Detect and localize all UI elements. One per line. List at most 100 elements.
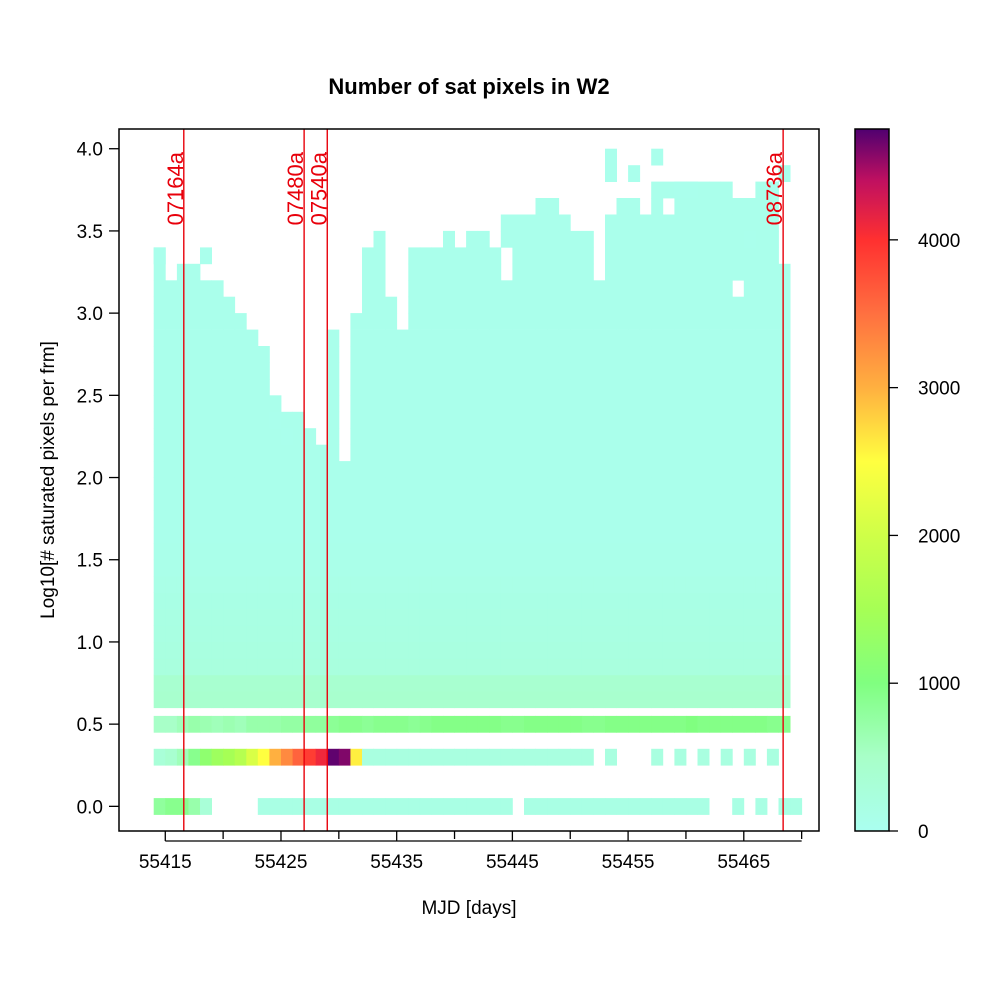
x-tick-label: 55465 [717, 852, 770, 873]
heatmap-cell [489, 576, 502, 593]
heatmap-cell [535, 395, 548, 413]
heatmap-cell [234, 609, 247, 626]
heatmap-cell [327, 395, 340, 413]
heatmap-cell [257, 395, 270, 413]
heatmap-cell [593, 346, 606, 363]
heatmap-cell [466, 428, 479, 445]
heatmap-cell [628, 411, 641, 429]
heatmap-cell [628, 461, 641, 478]
heatmap-cell [570, 526, 583, 544]
heatmap-cell [512, 559, 525, 577]
heatmap-cell [396, 674, 409, 692]
heatmap-cell [570, 798, 583, 815]
heatmap-cell [512, 444, 525, 462]
heatmap-cell [373, 346, 386, 363]
heatmap-cell [709, 609, 722, 626]
heatmap-cell [477, 625, 490, 643]
heatmap-cell [628, 313, 641, 330]
heatmap-cell [524, 444, 536, 462]
heatmap-cell [755, 296, 768, 314]
heatmap-cell [431, 362, 444, 380]
heatmap-cell [766, 674, 779, 692]
heatmap-cell [350, 592, 363, 610]
heatmap-cell [697, 263, 710, 281]
heatmap-cell [304, 592, 317, 610]
heatmap-cell [454, 609, 467, 626]
heatmap-cell [223, 296, 236, 314]
heatmap-cell [419, 296, 432, 314]
heatmap-cell [732, 543, 745, 561]
heatmap-cell [257, 641, 270, 659]
heatmap-cell [766, 444, 779, 462]
heatmap-cell [616, 641, 629, 659]
heatmap-cell [211, 428, 224, 445]
heatmap-cell [443, 280, 455, 298]
heatmap-cell [685, 543, 698, 561]
heatmap-cell [419, 691, 432, 709]
heatmap-cell [408, 346, 421, 363]
heatmap-cell [431, 444, 444, 462]
heatmap-cell [778, 625, 791, 643]
heatmap-cell [732, 658, 745, 676]
heatmap-cell [535, 362, 548, 380]
heatmap-cell [709, 181, 722, 199]
heatmap-cell [755, 592, 768, 610]
heatmap-cell [373, 362, 386, 380]
heatmap-cell [489, 691, 502, 709]
heatmap-cell [639, 691, 652, 709]
heatmap-cell [524, 691, 536, 709]
heatmap-cell [477, 674, 490, 692]
heatmap-cell [697, 798, 710, 815]
heatmap-cell [685, 477, 698, 495]
heatmap-cell [153, 477, 166, 495]
heatmap-cell [477, 362, 490, 380]
heatmap-cell [200, 362, 212, 380]
heatmap-cell [362, 362, 374, 380]
heatmap-cell [616, 263, 629, 281]
heatmap-cell [373, 748, 386, 766]
heatmap-cell [431, 691, 444, 709]
heatmap-cell [200, 625, 212, 643]
heatmap-cell [269, 477, 282, 495]
heatmap-cell [489, 477, 502, 495]
heatmap-cell [223, 715, 236, 733]
heatmap-cell [477, 592, 490, 610]
heatmap-cell [524, 641, 536, 659]
heatmap-cell [547, 444, 560, 462]
heatmap-cell [581, 641, 594, 659]
heatmap-cell [639, 543, 652, 561]
heatmap-cell [153, 559, 166, 577]
heatmap-cell [165, 346, 178, 363]
heatmap-cell [593, 411, 606, 429]
heatmap-cell [211, 477, 224, 495]
heatmap-cell [547, 263, 560, 281]
heatmap-cell [211, 715, 224, 733]
heatmap-cell [581, 329, 594, 347]
heatmap-cell [674, 395, 687, 413]
heatmap-cell [674, 543, 687, 561]
heatmap-cell [396, 658, 409, 676]
heatmap-cell [466, 329, 479, 347]
heatmap-cell [755, 280, 768, 298]
heatmap-cell [570, 691, 583, 709]
heatmap-cell [547, 214, 560, 232]
heatmap-cell [454, 674, 467, 692]
heatmap-cell [489, 395, 502, 413]
heatmap-cell [685, 609, 698, 626]
heatmap-cell [246, 674, 259, 692]
heatmap-cell [454, 592, 467, 610]
heatmap-cell [466, 526, 479, 544]
heatmap-cell [778, 576, 791, 593]
heatmap-cell [153, 674, 166, 692]
heatmap-cell [639, 641, 652, 659]
heatmap-cell [720, 658, 733, 676]
heatmap-cell [153, 280, 166, 298]
heatmap-cell [385, 477, 398, 495]
heatmap-cell [165, 674, 178, 692]
heatmap-cell [743, 411, 756, 429]
heatmap-cell [500, 378, 513, 396]
heatmap-cell [651, 543, 664, 561]
heatmap-cell [489, 263, 502, 281]
heatmap-cell [512, 296, 525, 314]
heatmap-cell [674, 494, 687, 511]
